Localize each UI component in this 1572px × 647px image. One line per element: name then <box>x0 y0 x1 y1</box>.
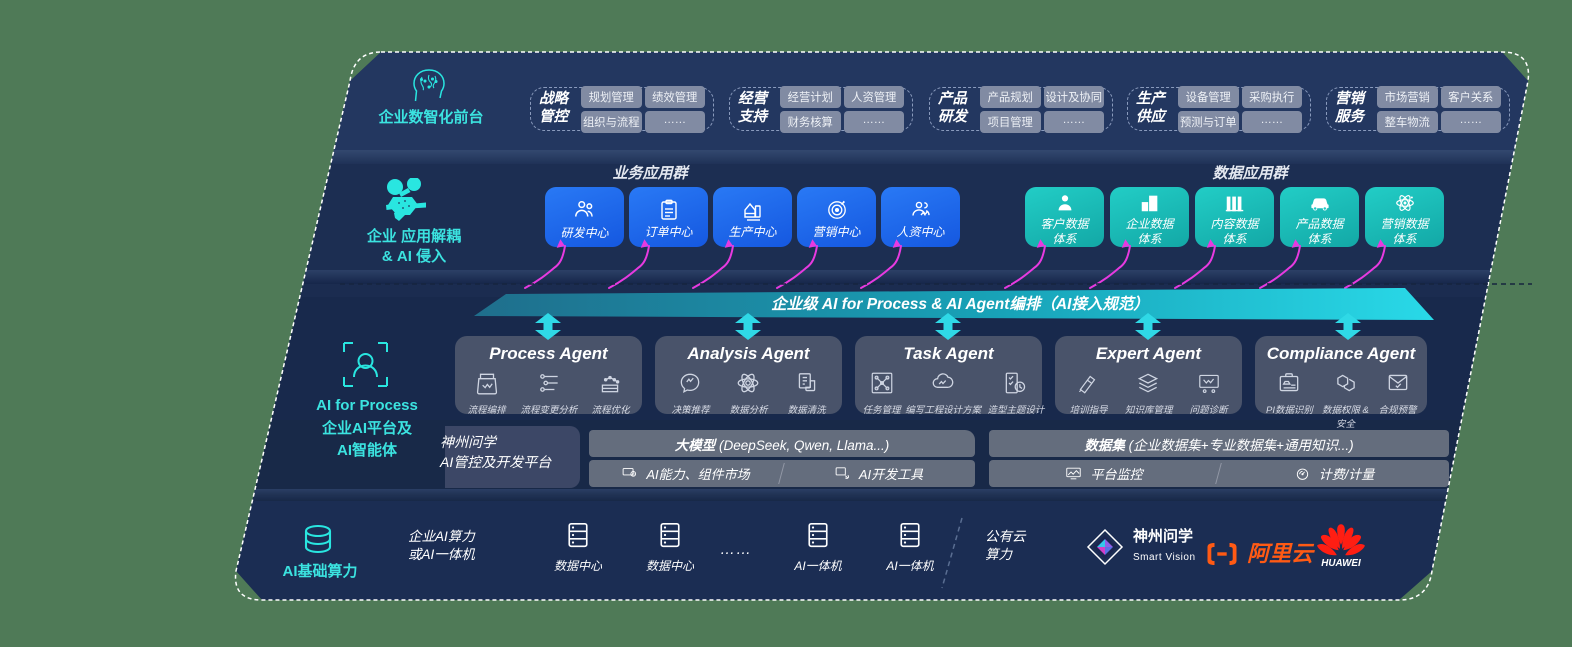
svg-text:企业级 AI for Process & AI Agent编: 企业级 AI for Process & AI Agent编排（AI接入规范） <box>771 295 1149 313</box>
